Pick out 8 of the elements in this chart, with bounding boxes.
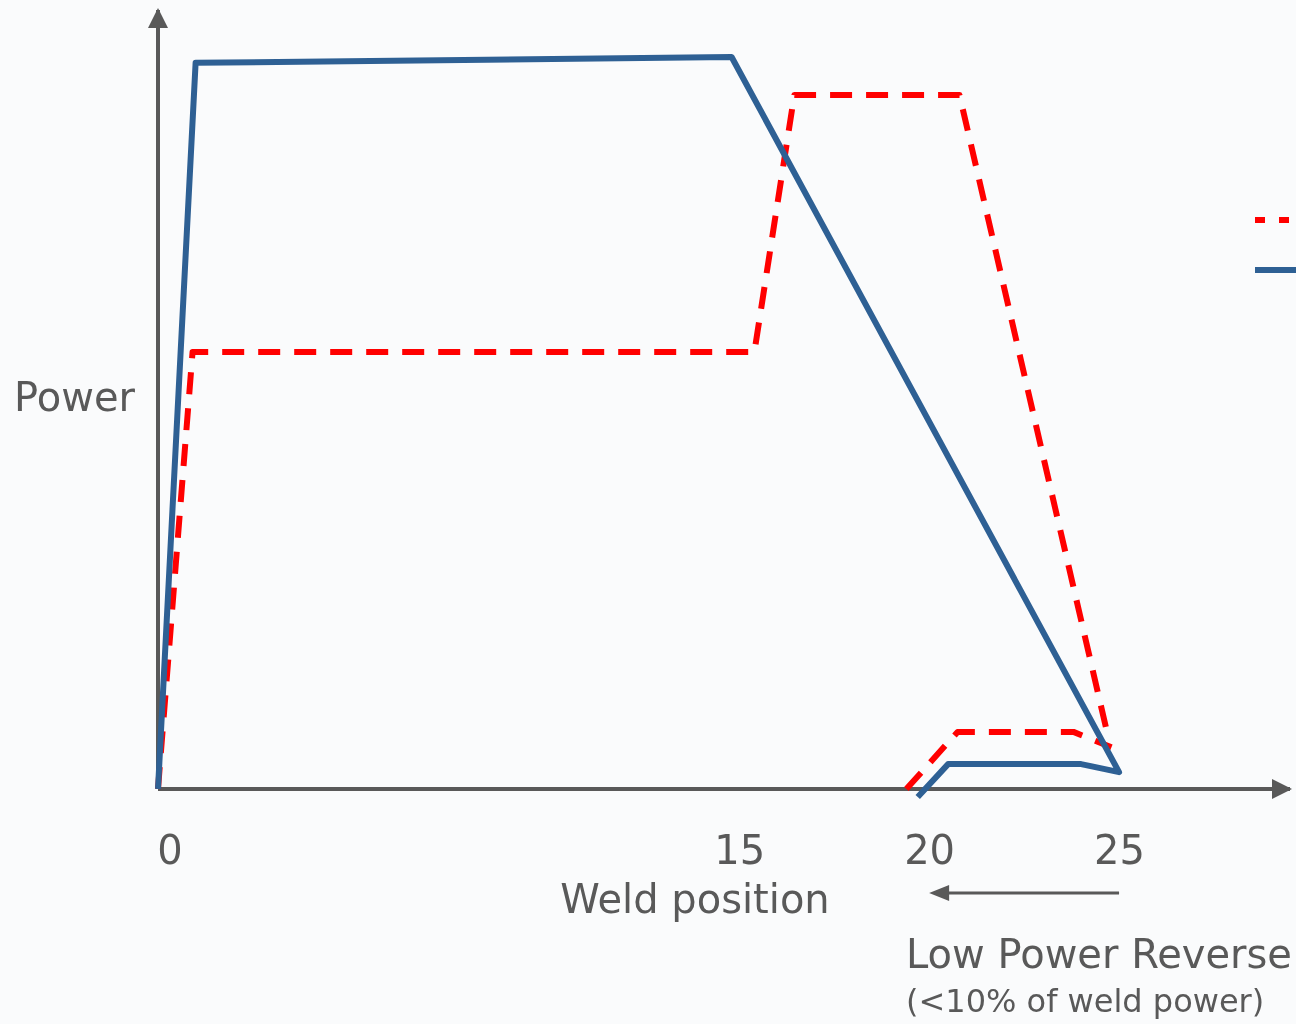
x-tick-label: 0 [157, 827, 183, 873]
text: Low Power Reverse [906, 931, 1292, 977]
x-tick-label: 15 [714, 827, 766, 873]
x-tick-label: 25 [1094, 827, 1146, 873]
x-axis-title: Weld position [560, 876, 830, 922]
y-axis-title: Power [14, 374, 136, 420]
text: (<10% of weld power) [906, 982, 1265, 1020]
x-tick-label: 20 [904, 827, 956, 873]
